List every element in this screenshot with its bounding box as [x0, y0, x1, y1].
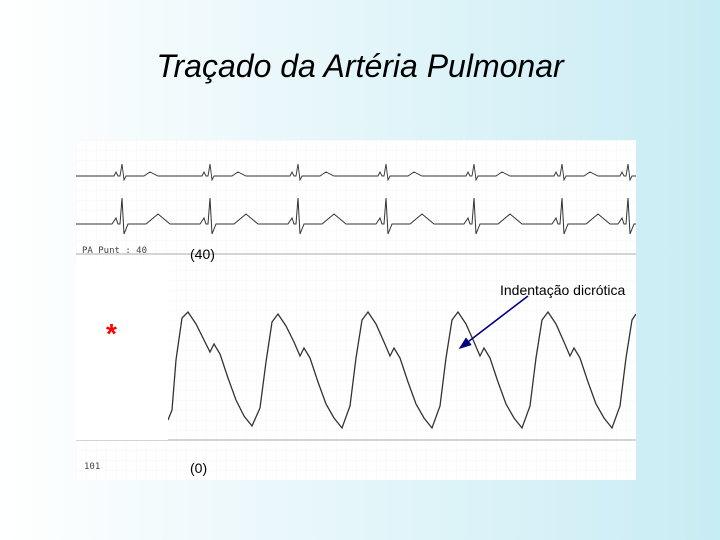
ecg-lead-2: [76, 192, 636, 240]
y-axis-label-bottom: (0): [190, 460, 207, 476]
page-title: Traçado da Artéria Pulmonar: [0, 48, 720, 85]
mask-block: [76, 258, 168, 440]
waveform-chart: PA Punt : 40 101 (40) (0) * Indentação d…: [76, 140, 636, 480]
annotation-arrow: [444, 290, 564, 370]
ecg-lead-1: [76, 158, 636, 186]
y-axis-label-top: (40): [190, 246, 215, 262]
scale-text: PA Punt : 40: [82, 246, 147, 256]
asterisk-marker: *: [106, 318, 117, 350]
bottom-left-text: 101: [84, 462, 100, 472]
